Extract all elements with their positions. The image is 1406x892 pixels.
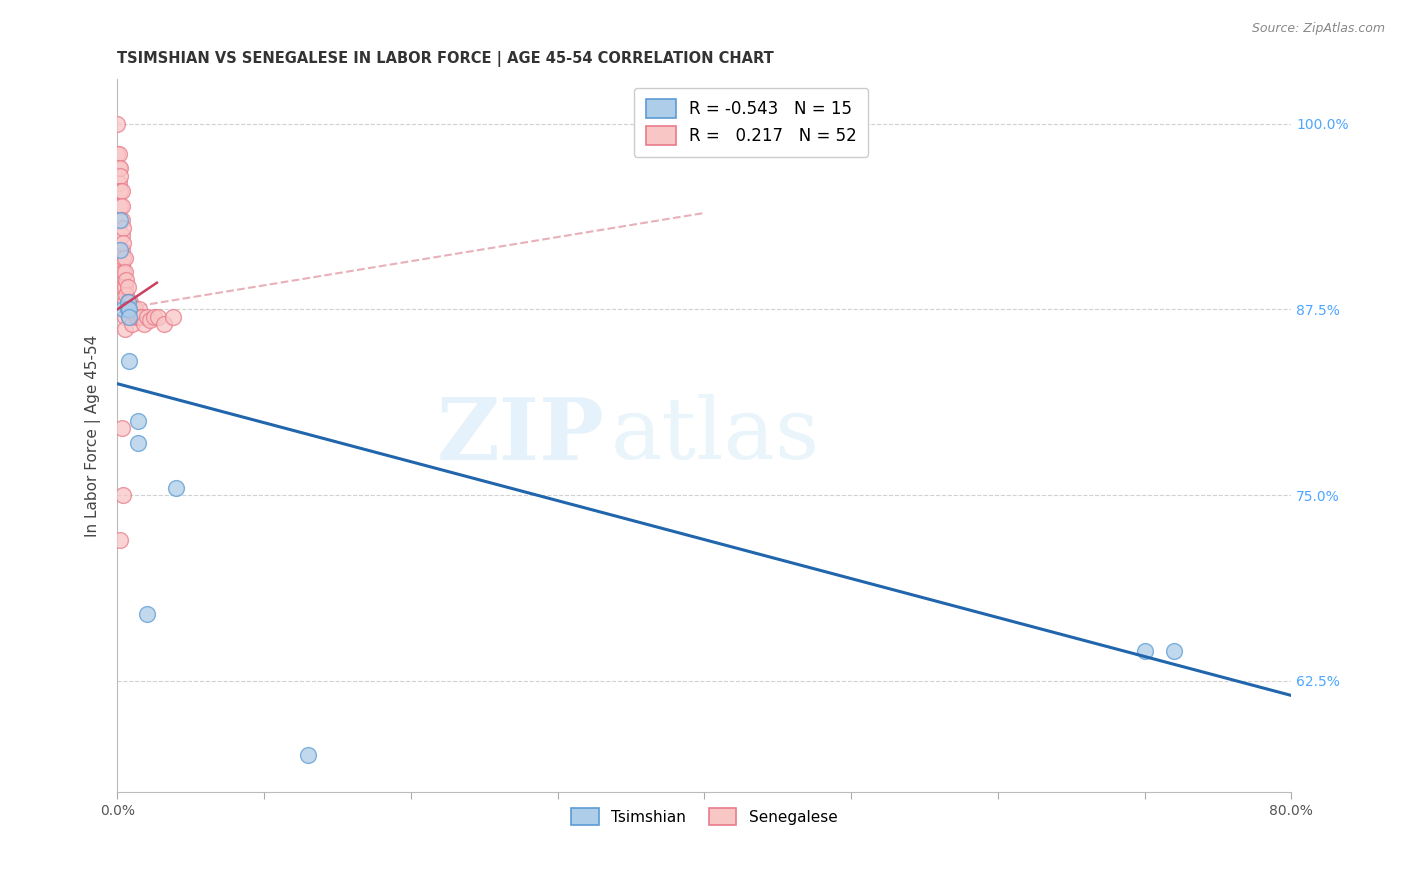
Point [112, 488, 135, 502]
Point [121, 318, 143, 332]
Point [127, 436, 149, 450]
Point [118, 310, 141, 324]
Point [129, 310, 152, 324]
Point [120, 295, 142, 310]
Point [112, 265, 135, 279]
Point [135, 607, 157, 621]
Point [108, 169, 131, 183]
Point [1163, 644, 1185, 658]
Point [108, 243, 131, 257]
Point [122, 302, 145, 317]
Text: TSIMSHIAN VS SENEGALESE IN LABOR FORCE | AGE 45-54 CORRELATION CHART: TSIMSHIAN VS SENEGALESE IN LABOR FORCE |… [117, 51, 775, 67]
Point [117, 302, 139, 317]
Point [112, 220, 135, 235]
Point [114, 310, 136, 324]
Text: atlas: atlas [610, 394, 820, 477]
Y-axis label: In Labor Force | Age 45-54: In Labor Force | Age 45-54 [86, 334, 101, 537]
Point [111, 243, 134, 257]
Point [121, 302, 143, 317]
Point [108, 533, 131, 547]
Point [118, 310, 141, 324]
Point [114, 280, 136, 294]
Point [107, 176, 129, 190]
Point [108, 198, 131, 212]
Point [114, 295, 136, 310]
Point [131, 310, 153, 324]
Point [117, 295, 139, 310]
Text: ZIP: ZIP [437, 393, 605, 477]
Point [111, 228, 134, 243]
Point [118, 295, 141, 310]
Point [162, 310, 184, 324]
Point [115, 287, 138, 301]
Point [111, 258, 134, 272]
Point [115, 273, 138, 287]
Point [112, 280, 135, 294]
Point [127, 310, 149, 324]
Point [112, 235, 135, 250]
Point [111, 184, 134, 198]
Point [128, 302, 150, 317]
Point [124, 302, 146, 317]
Point [117, 280, 139, 294]
Point [111, 213, 134, 227]
Point [127, 414, 149, 428]
Point [112, 251, 135, 265]
Point [112, 302, 135, 317]
Point [111, 198, 134, 212]
Point [153, 318, 176, 332]
Text: Source: ZipAtlas.com: Source: ZipAtlas.com [1251, 22, 1385, 36]
Point [114, 322, 136, 336]
Point [107, 161, 129, 176]
Point [105, 146, 128, 161]
Point [165, 481, 187, 495]
Point [118, 302, 141, 317]
Point [135, 310, 157, 324]
Point [108, 213, 131, 227]
Point [108, 184, 131, 198]
Point [118, 354, 141, 368]
Point [107, 146, 129, 161]
Point [114, 251, 136, 265]
Point [117, 295, 139, 310]
Legend: Tsimshian, Senegalese: Tsimshian, Senegalese [562, 799, 846, 834]
Point [105, 117, 128, 131]
Point [143, 310, 166, 324]
Point [138, 313, 160, 327]
Point [111, 421, 134, 435]
Point [114, 265, 136, 279]
Point [148, 310, 170, 324]
Point [108, 161, 131, 176]
Point [125, 310, 148, 324]
Point [132, 318, 155, 332]
Point [297, 747, 319, 762]
Point [1133, 644, 1156, 658]
